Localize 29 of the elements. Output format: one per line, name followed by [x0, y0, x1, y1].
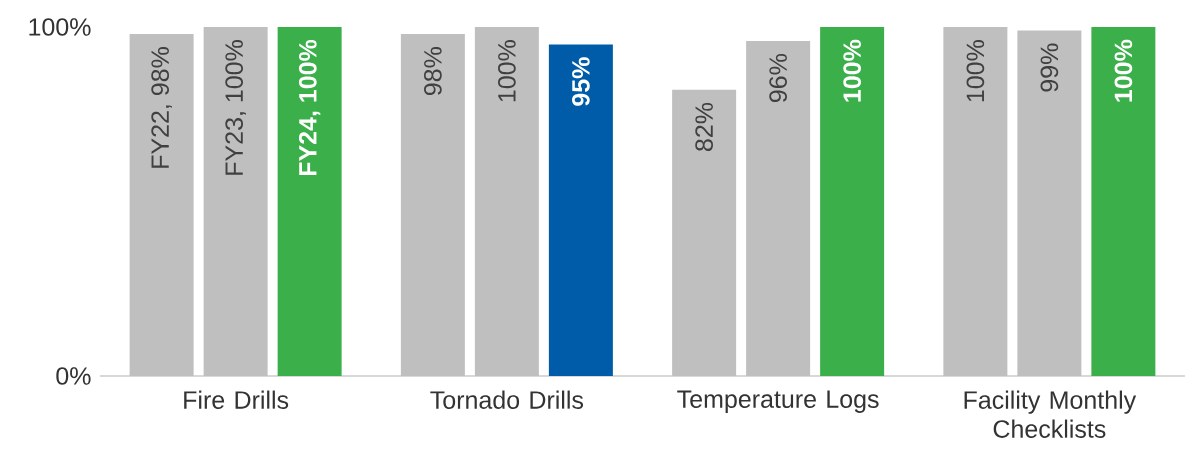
bar [1017, 30, 1082, 376]
data-label: 100% [966, 40, 985, 102]
bar [203, 27, 268, 376]
data-label: FY24, 100% [298, 39, 321, 176]
data-label: 100% [498, 40, 516, 102]
x-tick-label: Temperature Logs [677, 390, 879, 413]
data-label: 99% [1040, 43, 1059, 92]
bar [129, 33, 194, 376]
x-tick-label: Facility Monthly Checklists [964, 390, 1137, 438]
data-label: 98% [424, 47, 442, 96]
data-label: 100% [1114, 39, 1133, 102]
data-label: 100% [843, 39, 861, 102]
bar [746, 40, 811, 376]
bar [400, 33, 465, 376]
bar [820, 27, 885, 376]
bar [548, 44, 613, 376]
data-label: FY23, 100% [225, 40, 246, 175]
data-label: FY22, 98% [151, 47, 172, 168]
bar [1091, 27, 1156, 376]
data-label: 95% [572, 57, 590, 106]
bar [277, 27, 342, 376]
data-label: 82% [695, 102, 713, 151]
bar [943, 27, 1008, 376]
data-label: 96% [769, 54, 787, 103]
y-tick-label: 0% [56, 367, 91, 385]
bar [672, 89, 737, 376]
x-tick-label: Fire Drills [184, 390, 289, 409]
bar [474, 27, 539, 376]
x-tick-label: Tornado Drills [430, 390, 584, 409]
